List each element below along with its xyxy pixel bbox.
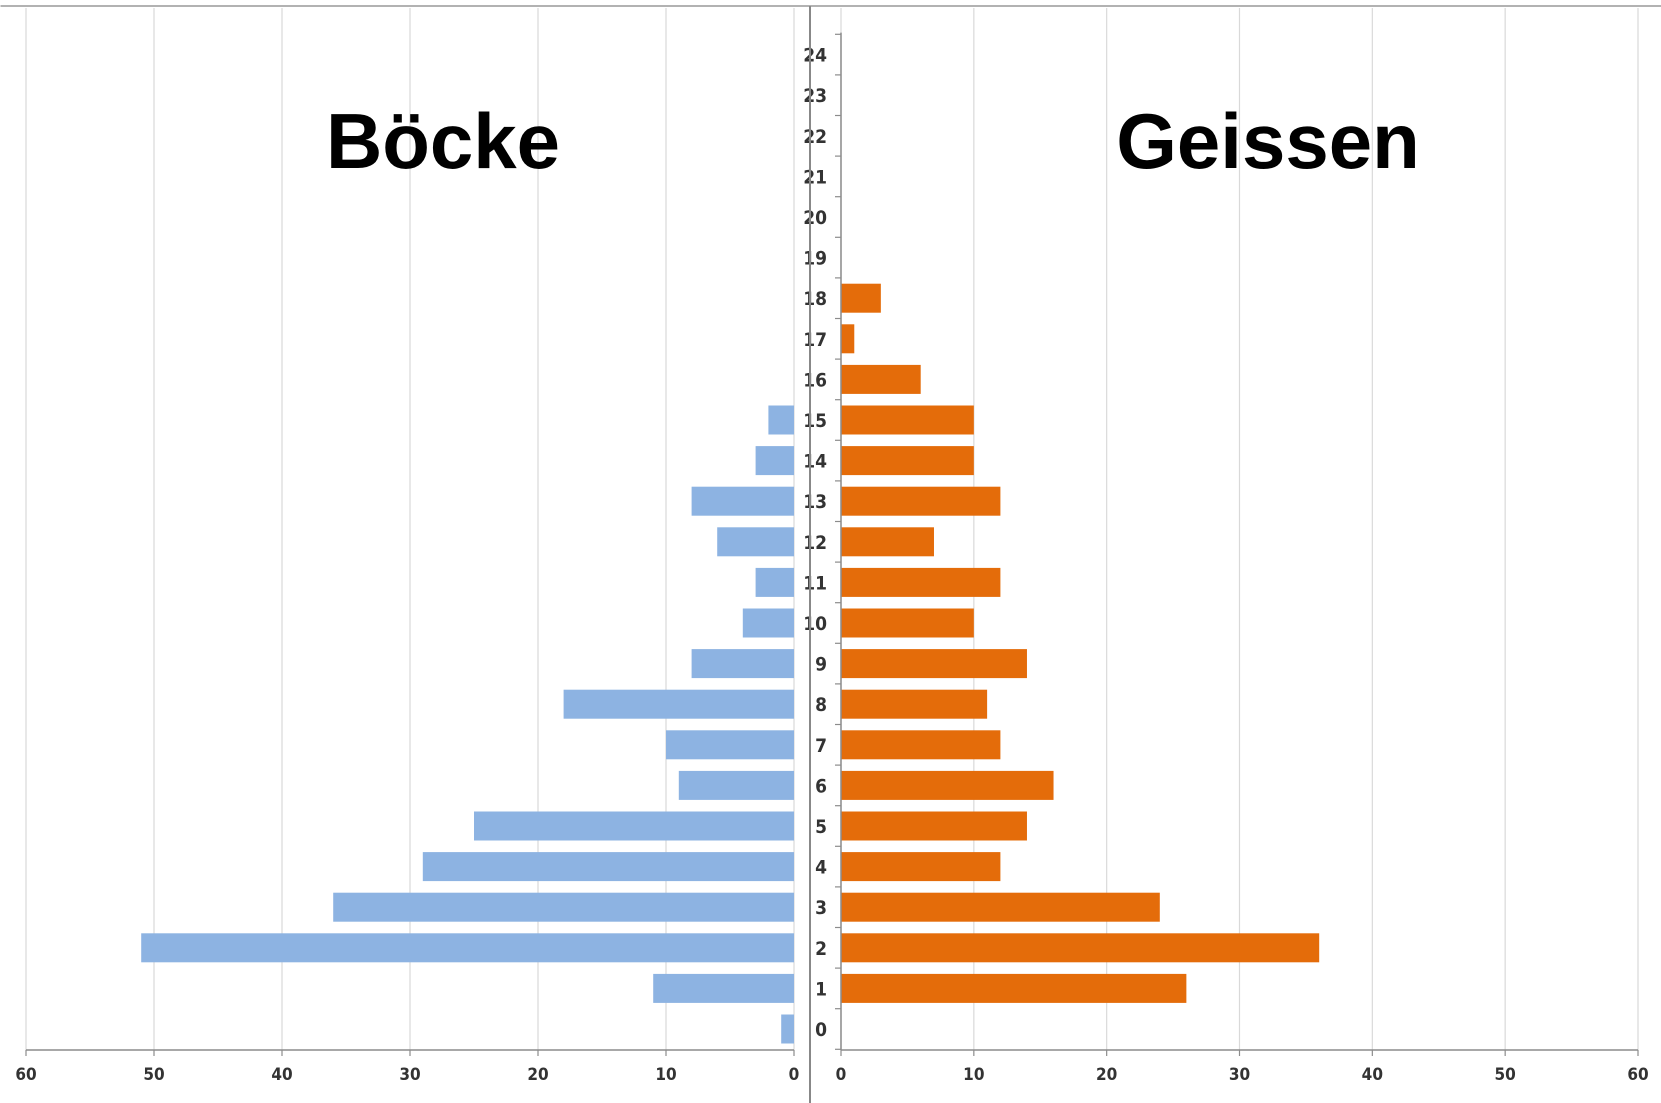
category-label-5: 5 — [815, 816, 827, 838]
left-x-tick-label: 30 — [399, 1065, 420, 1085]
category-label-22: 22 — [803, 126, 827, 148]
right-bar-9 — [841, 649, 1027, 679]
right-bar-1 — [841, 973, 1187, 1003]
category-label-17: 17 — [803, 329, 827, 351]
category-label-3: 3 — [815, 897, 827, 919]
right-bar-7 — [841, 730, 1001, 760]
category-label-8: 8 — [815, 694, 827, 716]
category-label-1: 1 — [815, 978, 827, 1000]
category-label-12: 12 — [803, 532, 827, 554]
right-bar-13 — [841, 486, 1001, 516]
left-x-tick-label: 20 — [527, 1065, 548, 1085]
left-bar-2 — [141, 933, 794, 963]
category-label-14: 14 — [803, 451, 827, 473]
left-bar-11 — [755, 567, 794, 597]
left-x-tick-label: 60 — [15, 1065, 36, 1085]
right-bar-16 — [841, 364, 921, 394]
right-x-tick-label: 0 — [836, 1065, 847, 1085]
right-bar-17 — [841, 324, 855, 354]
left-bar-9 — [691, 649, 794, 679]
right-panel-title: Geissen — [1116, 97, 1420, 185]
category-label-2: 2 — [815, 938, 827, 960]
right-x-tick-label: 60 — [1627, 1065, 1648, 1085]
left-x-tick-label: 10 — [655, 1065, 676, 1085]
left-bar-12 — [717, 527, 794, 557]
category-label-15: 15 — [803, 410, 827, 432]
category-label-13: 13 — [803, 491, 827, 513]
category-label-4: 4 — [815, 857, 827, 879]
bar-layer — [141, 283, 1320, 1044]
left-x-tick-label: 0 — [789, 1065, 800, 1085]
right-bar-18 — [841, 283, 881, 313]
left-bar-15 — [768, 405, 794, 435]
left-bar-3 — [333, 892, 794, 922]
left-bar-6 — [678, 770, 794, 800]
category-label-19: 19 — [803, 248, 827, 270]
right-bar-3 — [841, 892, 1160, 922]
right-x-tick-label: 10 — [963, 1065, 984, 1085]
category-label-18: 18 — [803, 288, 827, 310]
left-bar-14 — [755, 446, 794, 476]
right-bar-2 — [841, 933, 1320, 963]
category-label-11: 11 — [803, 572, 827, 594]
left-bar-0 — [781, 1014, 794, 1044]
left-bar-10 — [742, 608, 794, 638]
axis-layer — [25, 32, 1639, 1056]
category-label-9: 9 — [815, 654, 827, 676]
left-bar-4 — [422, 852, 794, 882]
category-label-20: 20 — [803, 207, 827, 229]
category-label-16: 16 — [803, 369, 827, 391]
right-bar-15 — [841, 405, 974, 435]
right-bar-10 — [841, 608, 974, 638]
category-label-0: 0 — [815, 1019, 827, 1041]
left-x-tick-label: 50 — [143, 1065, 164, 1085]
category-label-6: 6 — [815, 775, 827, 797]
right-bar-6 — [841, 770, 1054, 800]
category-label-7: 7 — [815, 735, 827, 757]
left-x-tick-label: 40 — [271, 1065, 292, 1085]
right-bar-4 — [841, 852, 1001, 882]
right-bar-12 — [841, 527, 934, 557]
left-bar-8 — [563, 689, 794, 719]
category-label-23: 23 — [803, 85, 827, 107]
right-bar-8 — [841, 689, 988, 719]
right-x-tick-label: 30 — [1229, 1065, 1250, 1085]
category-label-10: 10 — [803, 613, 827, 635]
right-bar-5 — [841, 811, 1027, 841]
category-label-24: 24 — [803, 45, 827, 67]
left-bar-1 — [653, 973, 794, 1003]
right-bar-11 — [841, 567, 1001, 597]
right-bar-14 — [841, 446, 974, 476]
category-label-21: 21 — [803, 166, 827, 188]
left-bar-7 — [666, 730, 794, 760]
left-panel-title: Böcke — [326, 97, 560, 185]
left-bar-13 — [691, 486, 794, 516]
right-x-tick-label: 40 — [1362, 1065, 1383, 1085]
left-bar-5 — [474, 811, 794, 841]
right-x-tick-label: 20 — [1096, 1065, 1117, 1085]
right-x-tick-label: 50 — [1495, 1065, 1516, 1085]
